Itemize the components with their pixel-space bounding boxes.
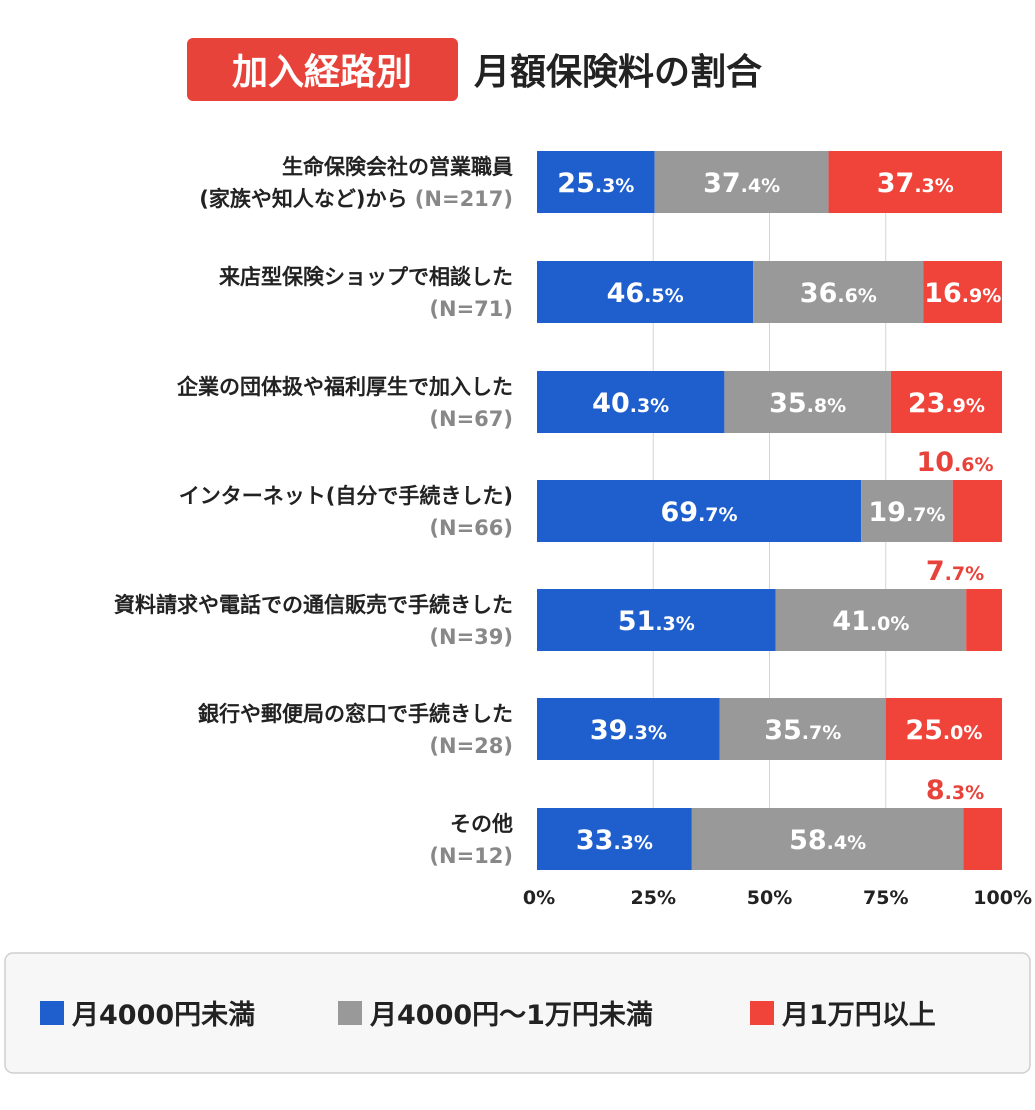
bar-segment	[537, 151, 655, 213]
category-n: (N=28)	[429, 734, 513, 758]
x-tick-label: 25%	[631, 887, 676, 909]
bar-value-label: 36.6%	[800, 278, 877, 309]
category-label: 生命保険会社の営業職員	[282, 155, 513, 179]
bar-value-label: 39.3%	[590, 715, 667, 746]
category-label: 来店型保険ショップで相談した	[219, 265, 513, 289]
category-label: 資料請求や電話での通信販売で手続きした	[114, 593, 513, 617]
bar-segment	[537, 808, 692, 870]
bar-segment	[890, 371, 1002, 433]
category-n: (N=71)	[429, 297, 513, 321]
bar-value-label: 33.3%	[576, 825, 653, 856]
bar-segment	[966, 589, 1002, 651]
category-n: (N=12)	[429, 844, 513, 868]
bar-value-label: 19.7%	[868, 497, 945, 528]
category-label: 企業の団体扱や福利厚生で加入した	[176, 375, 513, 399]
bar-value-label: 37.4%	[703, 168, 780, 199]
bar-value-label: 16.9%	[924, 278, 1001, 309]
category-n: (N=39)	[429, 625, 513, 649]
bar-value-label: 51.3%	[618, 606, 695, 637]
bar-value-label: 23.9%	[908, 388, 985, 419]
bar-value-label: 41.0%	[832, 606, 909, 637]
bar-value-label: 8.3%	[926, 775, 984, 806]
bar-value-label: 35.8%	[769, 388, 846, 419]
bar-segment	[885, 698, 1002, 760]
bar-segment	[654, 151, 829, 213]
bar-value-label: 10.6%	[916, 447, 993, 478]
bar-segment	[724, 371, 891, 433]
category-n: (N=67)	[429, 407, 513, 431]
bar-segment	[828, 151, 1002, 213]
legend-swatch	[40, 1001, 64, 1025]
legend-label: 月4000円未満	[71, 1000, 255, 1031]
bar-segment	[691, 808, 964, 870]
bar-value-label: 37.3%	[877, 168, 954, 199]
bar-segment	[537, 371, 725, 433]
bar-value-label: 35.7%	[764, 715, 841, 746]
bar-segment	[963, 808, 1002, 870]
bar-value-label: 7.7%	[926, 556, 984, 587]
category-label: 銀行や郵便局の窓口で手続きした	[198, 702, 513, 726]
chart-title: 月額保険料の割合	[474, 52, 762, 93]
x-tick-label: 100%	[973, 887, 1032, 909]
bar-segment	[537, 261, 754, 323]
bar-segment	[537, 589, 776, 651]
bar-segment	[537, 480, 862, 542]
bar-segment	[775, 589, 967, 651]
category-label: その他	[450, 812, 513, 836]
bar-value-label: 58.4%	[789, 825, 866, 856]
category-n: (N=66)	[429, 516, 513, 540]
x-tick-label: 50%	[747, 887, 792, 909]
bar-segment	[537, 698, 720, 760]
bar-value-label: 69.7%	[661, 497, 738, 528]
title-badge-text: 加入経路別	[232, 52, 412, 93]
bar-segment	[719, 698, 886, 760]
bar-value-label: 46.5%	[607, 278, 684, 309]
bar-segment	[923, 261, 1002, 323]
bar-value-label: 40.3%	[592, 388, 669, 419]
category-label: インターネット(自分で手続きした)	[179, 484, 513, 508]
x-tick-label: 0%	[523, 887, 555, 909]
title-badge	[187, 38, 458, 101]
bar-value-label: 25.0%	[905, 715, 982, 746]
legend-swatch	[750, 1001, 774, 1025]
bar-segment	[861, 480, 953, 542]
legend-label: 月1万円以上	[781, 1000, 936, 1031]
bar-value-label: 25.3%	[557, 168, 634, 199]
bar-segment	[753, 261, 924, 323]
legend-swatch	[338, 1001, 362, 1025]
legend	[4, 952, 1031, 1074]
bar-segment	[952, 480, 1002, 542]
x-tick-label: 75%	[863, 887, 908, 909]
category-label-line2: (家族や知人など)から (N=217)	[199, 187, 513, 211]
category-n: (N=217)	[415, 187, 513, 211]
legend-label: 月4000円〜1万円未満	[369, 1000, 653, 1031]
